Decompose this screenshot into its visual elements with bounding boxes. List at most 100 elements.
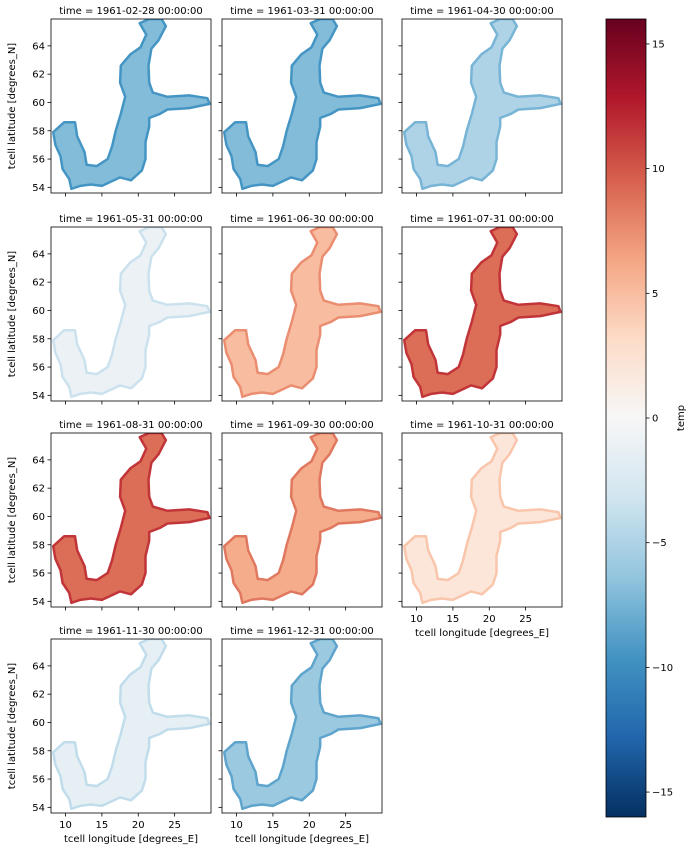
x-tick-label: 25: [168, 820, 181, 831]
facet-panel: time = 1961-06-30 00:00:00: [218, 214, 383, 405]
panel-frame: [50, 432, 212, 608]
y-tick-label: 60: [32, 98, 45, 109]
x-tick-label: 25: [339, 820, 352, 831]
panel-title: time = 1961-08-31 00:00:00: [59, 420, 203, 431]
sea-field: [402, 19, 562, 191]
sea-temperature-field: [222, 433, 382, 605]
y-tick-label: 64: [32, 661, 45, 672]
sea-field: [51, 639, 211, 811]
facet-panel: time = 1961-08-31 00:00:00 54 56 58 60 62 64 tc…: [7, 420, 212, 611]
y-tick-label: 58: [32, 746, 45, 757]
panel-title: time = 1961-03-31 00:00:00: [230, 6, 374, 17]
colorbar-tick-label: 5: [652, 289, 658, 300]
sea-field: [51, 19, 211, 191]
y-axis-label: tcell latitude [degrees_N]: [7, 251, 18, 377]
y-tick-label: 56: [32, 363, 45, 374]
y-tick-label: 56: [32, 569, 45, 580]
y-tick-label: 54: [32, 597, 45, 608]
y-tick-label: 60: [32, 718, 45, 729]
panel-frame: [221, 226, 383, 402]
facet-panel: time = 1961-03-31 00:00:00: [218, 6, 383, 197]
panel-frame: [401, 18, 563, 194]
panel-title: time = 1961-09-30 00:00:00: [230, 420, 374, 431]
sea-field: [222, 227, 382, 399]
facet-panel: time = 1961-11-30 00:00:00 54 56 58 60 62 64 10…: [7, 626, 212, 845]
y-tick-label: 64: [32, 41, 45, 52]
facet-panel: time = 1961-04-30 00:00:00: [398, 6, 563, 197]
panel-frame: [221, 432, 383, 608]
colorbar-tick-label: 10: [652, 164, 665, 175]
x-tick-label: 15: [267, 820, 280, 831]
y-tick-label: 62: [32, 690, 45, 701]
x-tick-label: 15: [447, 614, 460, 625]
y-tick-label: 58: [32, 126, 45, 137]
y-axis-label: tcell latitude [degrees_N]: [7, 457, 18, 583]
y-tick-label: 54: [32, 803, 45, 814]
colorbar-tick-label: 0: [652, 414, 658, 425]
facet-panel: time = 1961-07-31 00:00:00: [398, 214, 563, 405]
facet-panels: time = 1961-02-28 00:00:00 54 56 58 60 62 64 tc…: [7, 6, 563, 845]
x-tick-label: 20: [303, 820, 316, 831]
y-tick-label: 64: [32, 455, 45, 466]
panel-frame: [50, 18, 212, 194]
colorbar: −15 −10 −5 0 5 10 15 temp: [605, 18, 687, 818]
y-axis-label: tcell latitude [degrees_N]: [7, 43, 18, 169]
y-tick-label: 62: [32, 278, 45, 289]
panel-title: time = 1961-02-28 00:00:00: [59, 6, 203, 17]
sea-temperature-field: [402, 227, 562, 399]
panel-frame: [50, 638, 212, 814]
panel-frame: [221, 638, 383, 814]
sea-temperature-field: [51, 639, 211, 811]
sea-temperature-field: [51, 433, 211, 605]
x-tick-label: 20: [132, 820, 145, 831]
y-tick-label: 56: [32, 775, 45, 786]
x-axis-label: tcell longitude [degrees_E]: [235, 834, 369, 845]
sea-temperature-field: [402, 19, 562, 191]
panel-title: time = 1961-10-31 00:00:00: [410, 420, 554, 431]
colorbar-tick-label: −10: [652, 663, 673, 674]
y-tick-label: 54: [32, 183, 45, 194]
facet-panel: time = 1961-09-30 00:00:00: [218, 420, 383, 611]
colorbar-bar: [606, 19, 646, 817]
panel-title: time = 1961-12-31 00:00:00: [230, 626, 374, 637]
y-tick-label: 60: [32, 512, 45, 523]
sea-field: [402, 227, 562, 399]
facet-panel: time = 1961-05-31 00:00:00 54 56 58 60 62 64 tc…: [7, 214, 212, 405]
y-tick-label: 60: [32, 306, 45, 317]
y-tick-label: 62: [32, 70, 45, 81]
x-axis-label: tcell longitude [degrees_E]: [64, 834, 198, 845]
y-tick-label: 58: [32, 540, 45, 551]
sea-field: [222, 19, 382, 191]
x-tick-label: 10: [59, 820, 72, 831]
x-tick-label: 25: [519, 614, 532, 625]
sea-temperature-field: [222, 227, 382, 399]
sea-field: [402, 433, 562, 605]
y-tick-label: 58: [32, 334, 45, 345]
y-tick-label: 64: [32, 249, 45, 260]
panel-title: time = 1961-06-30 00:00:00: [230, 214, 374, 225]
colorbar-tick-label: −5: [652, 538, 667, 549]
sea-temperature-field: [402, 433, 562, 605]
sea-temperature-field: [51, 19, 211, 191]
panel-title: time = 1961-05-31 00:00:00: [59, 214, 203, 225]
facet-panel: time = 1961-10-31 00:00:00 10 15 20 25 tcell …: [398, 420, 563, 639]
facet-panel: time = 1961-12-31 00:00:00 10 15 20 25 tcell …: [218, 626, 383, 845]
y-axis-label: tcell latitude [degrees_N]: [7, 663, 18, 789]
facet-panel: time = 1961-02-28 00:00:00 54 56 58 60 62 64 tc…: [7, 6, 212, 197]
sea-field: [222, 433, 382, 605]
x-tick-label: 10: [230, 820, 243, 831]
colorbar-tick-label: 15: [652, 39, 665, 50]
panel-frame: [401, 226, 563, 402]
sea-temperature-field: [222, 19, 382, 191]
sea-temperature-field: [222, 639, 382, 811]
panel-frame: [401, 432, 563, 608]
sea-field: [51, 227, 211, 399]
x-tick-label: 20: [483, 614, 496, 625]
y-tick-label: 56: [32, 155, 45, 166]
panel-title: time = 1961-11-30 00:00:00: [59, 626, 203, 637]
panel-title: time = 1961-07-31 00:00:00: [410, 214, 554, 225]
colorbar-tick-label: −15: [652, 788, 673, 799]
sea-field: [51, 433, 211, 605]
panel-title: time = 1961-04-30 00:00:00: [410, 6, 554, 17]
